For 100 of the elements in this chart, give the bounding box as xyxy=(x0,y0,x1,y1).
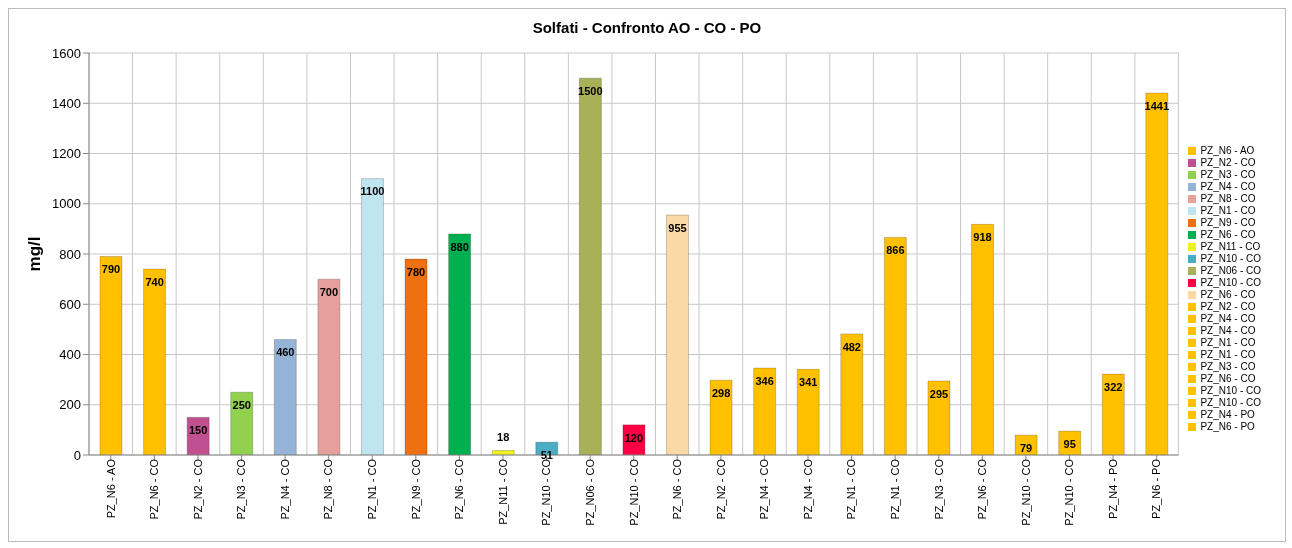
y-axis-title: mg/l xyxy=(25,236,45,272)
legend-label: PZ_N6 - CO xyxy=(1200,229,1256,240)
legend-label: PZ_N11 - CO xyxy=(1200,241,1261,252)
y-tick-label: 1400 xyxy=(52,95,81,111)
data-label: 780 xyxy=(406,265,426,278)
x-tick-label: PZ_N6 - CO xyxy=(671,458,684,520)
data-label: 346 xyxy=(755,374,774,387)
x-tick-label: PZ_N6 - PO xyxy=(1150,458,1163,519)
data-label: 95 xyxy=(1063,437,1076,450)
bar xyxy=(360,178,384,455)
x-tick-label: PZ_N2 - CO xyxy=(191,458,204,520)
x-tick-label: PZ_N1 - CO xyxy=(366,458,379,520)
bar xyxy=(448,233,472,455)
x-tick-label: PZ_N6 - CO xyxy=(453,458,466,520)
legend-label: PZ_N10 - CO xyxy=(1200,385,1261,396)
x-tick-label: PZ_N10 - CO xyxy=(1063,458,1076,526)
bar xyxy=(753,367,777,455)
y-tick-label: 600 xyxy=(59,296,81,312)
bar xyxy=(927,380,951,455)
legend-label: PZ_N1 - CO xyxy=(1200,337,1256,348)
x-tick-label: PZ_N8 - CO xyxy=(322,458,335,520)
bar xyxy=(796,368,820,455)
bar xyxy=(840,333,864,455)
x-tick-label: PZ_N06 - CO xyxy=(583,458,596,526)
bar xyxy=(1145,92,1169,455)
data-label: 250 xyxy=(232,399,251,411)
legend-label: PZ_N4 - CO xyxy=(1200,313,1256,324)
x-tick-label: PZ_N2 - CO xyxy=(714,458,727,520)
y-tick-label: 200 xyxy=(59,397,81,413)
data-label: 790 xyxy=(101,263,121,276)
x-tick-label: PZ_N4 - PO xyxy=(1106,458,1119,519)
x-tick-label: PZ_N4 - CO xyxy=(758,458,771,520)
y-tick-label: 1000 xyxy=(52,196,81,212)
x-tick-label: PZ_N1 - CO xyxy=(888,458,901,520)
legend-label: PZ_N10 - CO xyxy=(1200,277,1261,288)
legend-label: PZ_N06 - CO xyxy=(1200,265,1261,276)
bar xyxy=(273,338,297,455)
legend-label: PZ_N6 - AO xyxy=(1200,145,1255,156)
legend-label: PZ_N4 - CO xyxy=(1200,181,1256,192)
bar xyxy=(709,379,733,455)
legend-label: PZ_N4 - CO xyxy=(1200,325,1256,336)
x-tick-label: PZ_N4 - CO xyxy=(801,458,814,520)
data-label: 298 xyxy=(711,386,731,399)
chart-title: Solfati - Confronto AO - CO - PO xyxy=(531,18,763,38)
data-label: 295 xyxy=(929,387,949,400)
legend-label: PZ_N4 - PO xyxy=(1200,409,1255,420)
x-tick-label: PZ_N6 - CO xyxy=(148,458,161,520)
x-tick-label: PZ_N11 - CO xyxy=(496,458,509,525)
legend-label: PZ_N2 - CO xyxy=(1200,301,1256,312)
bar xyxy=(404,258,428,455)
bar xyxy=(230,391,254,455)
x-tick-label: PZ_N10 - CO xyxy=(627,458,640,526)
x-tick-label: PZ_N1 - CO xyxy=(845,458,858,520)
y-tick-label: 1600 xyxy=(52,45,81,61)
data-label: 341 xyxy=(799,376,818,389)
legend-label: PZ_N6 - PO xyxy=(1200,421,1255,432)
x-tick-label: PZ_N3 - CO xyxy=(235,458,248,520)
data-label: 482 xyxy=(842,340,861,353)
data-label: 700 xyxy=(319,285,339,298)
data-label: 1100 xyxy=(360,185,385,198)
y-tick-label: 800 xyxy=(59,246,81,262)
legend-label: PZ_N8 - CO xyxy=(1200,193,1256,204)
x-tick-label: PZ_N10 - CO xyxy=(1019,458,1032,526)
legend-label: PZ_N6 - CO xyxy=(1200,289,1256,300)
legend-label: PZ_N10 - CO xyxy=(1200,397,1261,408)
data-label: 322 xyxy=(1104,380,1123,393)
data-label: 460 xyxy=(276,346,295,359)
legend-label: PZ_N10 - CO xyxy=(1200,253,1261,264)
bar xyxy=(317,278,341,455)
data-label: 120 xyxy=(624,431,644,444)
data-label: 955 xyxy=(668,221,687,234)
data-label: 79 xyxy=(1019,441,1033,454)
data-label: 866 xyxy=(886,244,905,257)
data-label: 880 xyxy=(450,240,469,253)
y-tick-label: 0 xyxy=(73,447,81,463)
bar xyxy=(971,223,995,455)
data-label: 150 xyxy=(188,424,208,437)
legend-label: PZ_N1 - CO xyxy=(1200,205,1256,216)
legend-label: PZ_N3 - CO xyxy=(1200,361,1256,372)
bar xyxy=(1101,373,1125,455)
data-label: 918 xyxy=(973,231,992,244)
legend-label: PZ_N2 - CO xyxy=(1200,157,1256,168)
legend-label: PZ_N9 - CO xyxy=(1200,217,1256,228)
x-tick-label: PZ_N10 - CO xyxy=(540,458,553,526)
bar xyxy=(578,77,602,455)
bar xyxy=(666,214,689,455)
y-tick-label: 1200 xyxy=(52,146,81,162)
y-tick-label: 400 xyxy=(59,347,81,363)
bar xyxy=(883,236,907,455)
bar xyxy=(143,268,167,455)
data-label: 18 xyxy=(497,431,510,444)
legend-label: PZ_N6 - CO xyxy=(1200,373,1256,384)
x-tick-label: PZ_N3 - CO xyxy=(932,458,945,520)
legend-label: PZ_N3 - CO xyxy=(1200,169,1256,180)
data-label: 740 xyxy=(145,275,164,288)
x-tick-label: PZ_N4 - CO xyxy=(278,458,291,520)
x-tick-label: PZ_N9 - CO xyxy=(409,458,422,520)
x-tick-label: PZ_N6 - AO xyxy=(104,458,117,519)
legend-label: PZ_N1 - CO xyxy=(1200,349,1256,360)
bar xyxy=(99,256,123,455)
